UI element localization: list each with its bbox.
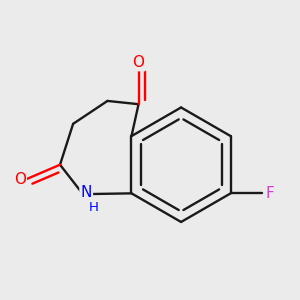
Text: H: H	[88, 201, 98, 214]
Text: F: F	[266, 186, 274, 201]
Text: O: O	[14, 172, 26, 187]
Text: N: N	[80, 185, 92, 200]
Text: O: O	[133, 55, 145, 70]
